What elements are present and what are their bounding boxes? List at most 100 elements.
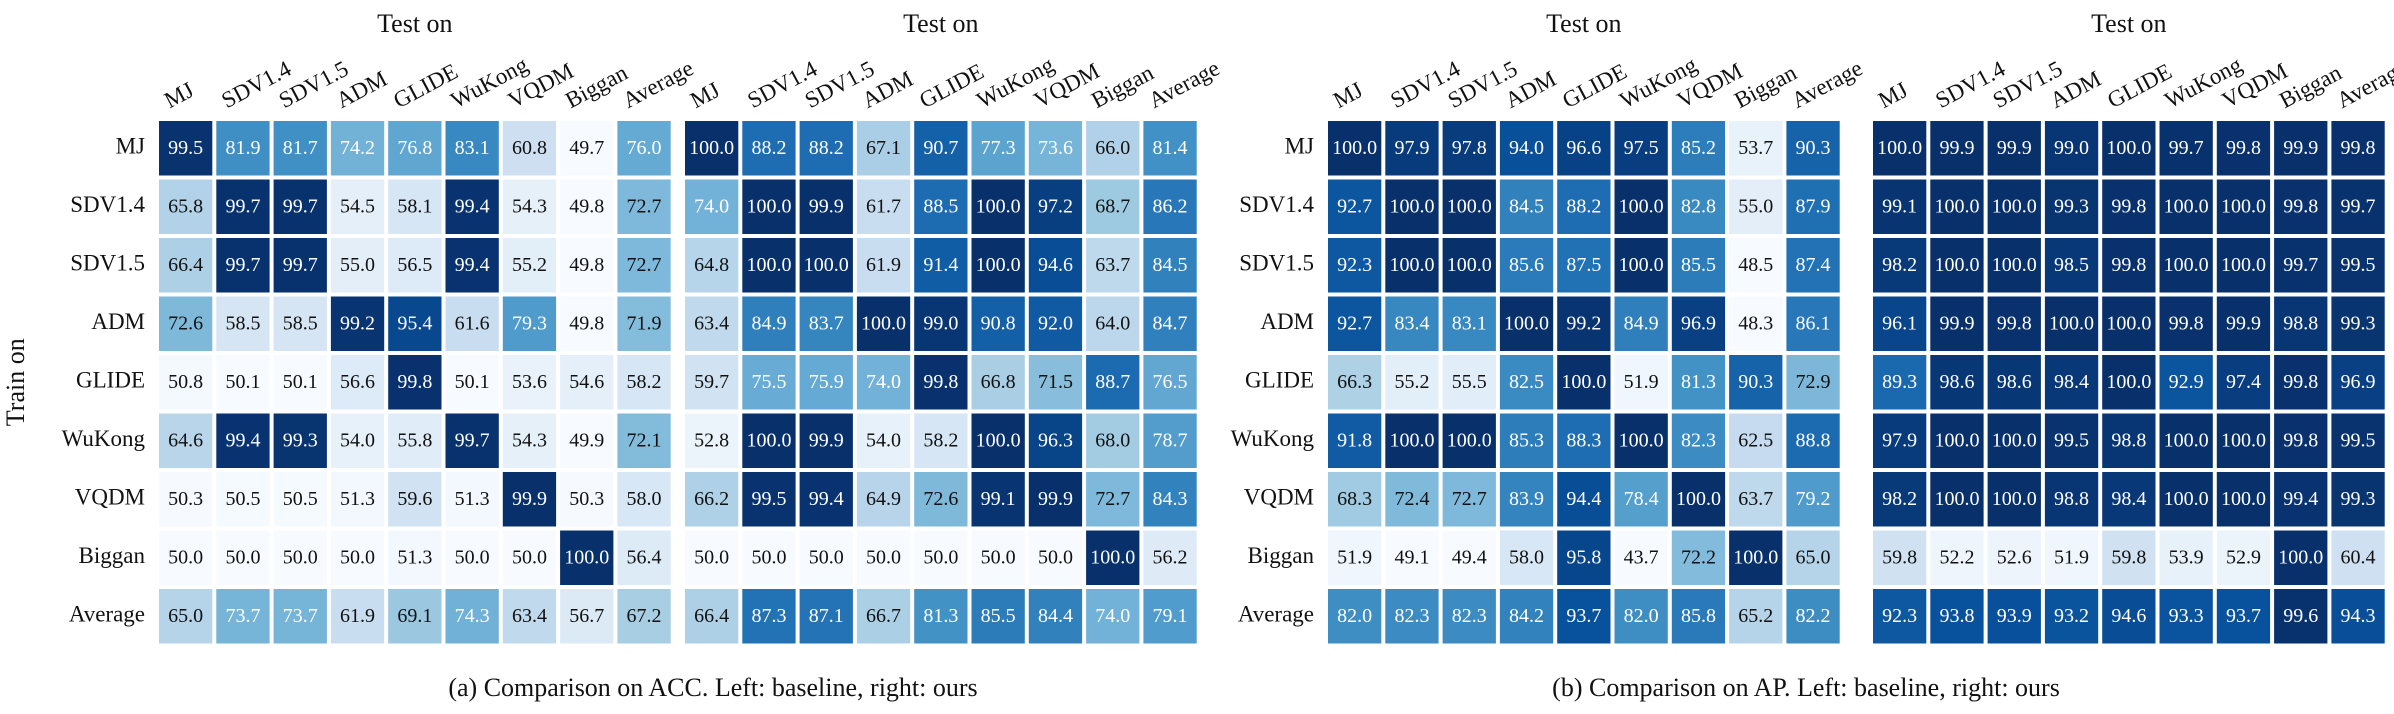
cell-label: 81.7 <box>283 137 318 159</box>
cell-label: 99.9 <box>2283 137 2318 159</box>
cell-label: 84.5 <box>1509 195 1544 217</box>
heatmap-cell <box>445 296 499 351</box>
heatmap-cell <box>216 179 270 234</box>
cell-label: 97.5 <box>1624 137 1659 159</box>
cell-label: 48.3 <box>1738 312 1773 334</box>
heatmap-cell <box>560 238 614 293</box>
heatmap-cell <box>273 355 327 410</box>
caption: (b) Comparison on AP. Left: baseline, ri… <box>1552 673 2060 702</box>
cell-label: 43.7 <box>1624 546 1659 568</box>
y-tick-label: WuKong <box>1231 426 1315 451</box>
cell-label: 100.0 <box>976 195 1021 217</box>
cell-label: 92.7 <box>1337 195 1372 217</box>
cell-label: 53.7 <box>1738 137 1773 159</box>
heatmap-cell <box>1786 121 1840 176</box>
cell-label: 58.0 <box>1509 546 1544 568</box>
heatmap-cell <box>2331 296 2385 351</box>
heatmap-cell <box>1930 589 1984 644</box>
heatmap-cell <box>2159 472 2213 527</box>
cell-label: 81.9 <box>225 137 260 159</box>
heatmap-cell <box>1028 238 1083 293</box>
cell-label: 99.7 <box>283 195 318 217</box>
cell-label: 65.8 <box>168 195 203 217</box>
heatmap-cell <box>2044 413 2099 468</box>
cell-label: 99.9 <box>2226 312 2261 334</box>
cell-label: 84.9 <box>751 312 786 334</box>
heatmap-cell <box>1930 472 1984 527</box>
cell-label: 98.6 <box>1997 371 2032 393</box>
cell-label: 98.4 <box>2111 488 2146 510</box>
cell-label: 54.3 <box>512 429 547 451</box>
cell-label: 100.0 <box>1934 254 1979 276</box>
heatmap-cell <box>971 238 1025 293</box>
cell-label: 100.0 <box>2164 254 2209 276</box>
heatmap-cell <box>1499 179 1554 234</box>
heatmap-cell <box>1143 121 1197 176</box>
heatmap-cell <box>685 355 739 410</box>
cell-label: 100.0 <box>1389 195 1434 217</box>
heatmap-cell <box>159 530 213 585</box>
cell-label: 49.7 <box>569 137 604 159</box>
x-tick-label: MJ <box>1874 77 1912 113</box>
heatmap-cell <box>1614 296 1668 351</box>
cell-label: 99.9 <box>809 429 844 451</box>
y-tick-label: SDV1.5 <box>1239 251 1314 276</box>
x-axis-title: Test on <box>377 9 452 38</box>
heatmap-cell <box>1028 355 1083 410</box>
cell-label: 72.4 <box>1394 488 1429 510</box>
cell-label: 66.7 <box>866 605 901 627</box>
cell-label: 100.0 <box>1992 254 2037 276</box>
heatmap-cell <box>1328 121 1382 176</box>
cell-label: 94.3 <box>2341 605 2376 627</box>
cell-label: 48.5 <box>1738 254 1773 276</box>
cell-label: 72.6 <box>923 488 958 510</box>
cell-label: 99.4 <box>455 254 490 276</box>
heatmap-cell <box>1930 121 1984 176</box>
heatmap-cell <box>1873 238 1927 293</box>
heatmap-cell <box>914 589 968 644</box>
cell-label: 100.0 <box>1934 429 1979 451</box>
x-tick-label: Average <box>1787 55 1866 113</box>
heatmap-cell <box>1987 238 2041 293</box>
cell-label: 100.0 <box>2221 195 2266 217</box>
heatmap-cell <box>388 530 442 585</box>
heatmap-cell <box>617 589 671 644</box>
cell-label: 91.4 <box>923 254 958 276</box>
cell-label: 100.0 <box>689 137 734 159</box>
cell-label: 72.7 <box>1452 488 1487 510</box>
x-tick-label: MJ <box>686 77 724 113</box>
heatmap-cell <box>1143 355 1197 410</box>
heatmap-cell <box>1557 413 1611 468</box>
heatmap-cell <box>2044 589 2099 644</box>
heatmap-cell <box>799 589 853 644</box>
cell-label: 87.3 <box>751 605 786 627</box>
cell-label: 99.0 <box>2054 137 2089 159</box>
heatmap-cell <box>1143 296 1197 351</box>
heatmap-cell <box>388 472 442 527</box>
heatmap-cell <box>1987 589 2041 644</box>
cell-label: 85.3 <box>1509 429 1544 451</box>
heatmap-cell <box>1557 355 1611 410</box>
heatmap-cell <box>2159 530 2213 585</box>
heatmap-cell <box>685 121 739 176</box>
cell-label: 54.0 <box>340 429 375 451</box>
y-tick-label: Biggan <box>1248 543 1315 568</box>
heatmap-cell <box>1873 589 1927 644</box>
y-tick-label: GLIDE <box>1245 368 1314 393</box>
heatmap-cell <box>1328 530 1382 585</box>
cell-label: 65.0 <box>1796 546 1831 568</box>
heatmap-cell <box>1557 589 1611 644</box>
heatmap-cell <box>1442 179 1496 234</box>
x-tick-label: Biggan <box>2275 60 2346 113</box>
cell-label: 87.4 <box>1796 254 1831 276</box>
heatmap-cell <box>216 472 270 527</box>
heatmap-cell <box>2216 121 2271 176</box>
cell-label: 53.6 <box>512 371 547 393</box>
cell-label: 65.0 <box>168 605 203 627</box>
heatmap-cell <box>1671 238 1726 293</box>
heatmap-cell <box>502 355 557 410</box>
caption: (a) Comparison on ACC. Left: baseline, r… <box>448 673 977 702</box>
heatmap-cell <box>1086 472 1140 527</box>
cell-label: 99.3 <box>283 429 318 451</box>
cell-label: 99.3 <box>2341 488 2376 510</box>
